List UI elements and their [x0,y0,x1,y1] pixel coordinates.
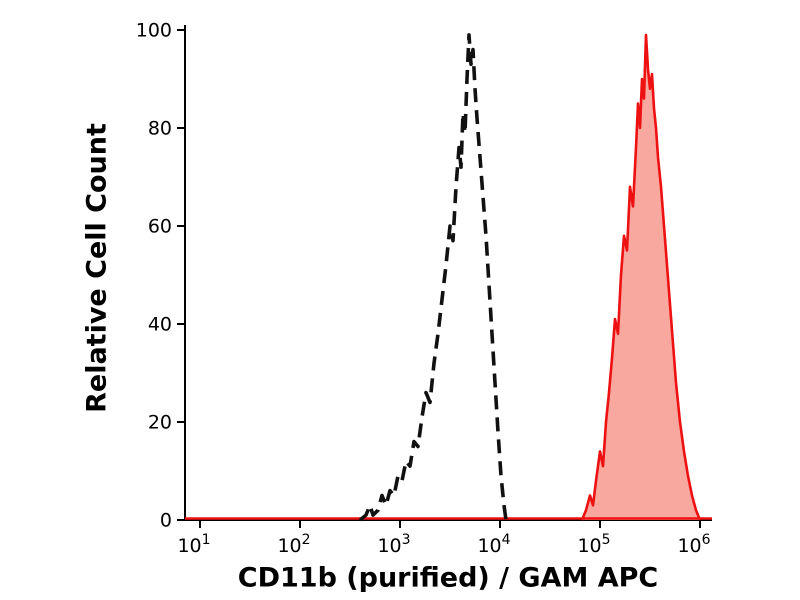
x-tick-label: 102 [277,532,310,557]
x-tick-label: 105 [577,532,610,557]
sample-area-fill [582,34,700,521]
x-tick-label: 103 [377,532,410,557]
sample-curve [580,33,702,521]
y-tick-label: 0 [160,510,172,532]
y-tick-label: 20 [148,412,172,434]
x-tick-label: 106 [677,532,710,557]
x-axis-label: CD11b (purified) / GAM APC [237,562,659,594]
y-axis-label: Relative Cell Count [81,123,113,413]
y-tick-label: 80 [148,118,172,140]
control-curve [358,33,508,522]
x-tick-label: 101 [177,532,210,557]
y-tick-label: 40 [148,314,172,336]
x-tick-label: 104 [477,532,510,557]
y-tick-label: 60 [148,216,172,238]
y-tick-label: 100 [136,20,172,42]
